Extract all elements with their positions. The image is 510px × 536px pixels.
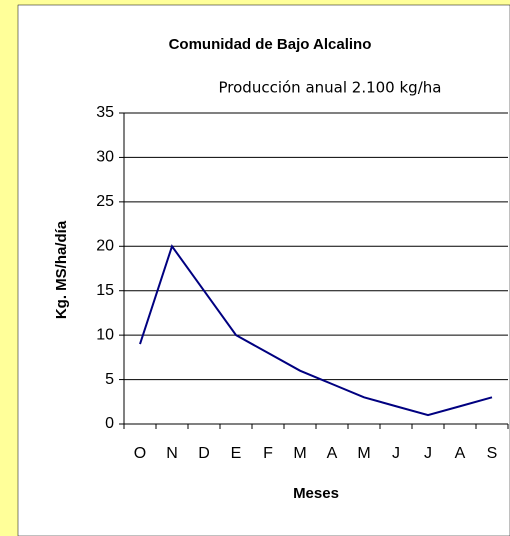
y-tick-label: 20 (96, 238, 114, 255)
x-tick-label: M (293, 445, 306, 462)
y-tick-label: 5 (105, 371, 114, 388)
x-tick-label: A (327, 445, 338, 462)
data-line (139, 244, 493, 417)
y-tick-label: 0 (105, 415, 114, 432)
x-tick-label: F (263, 445, 273, 462)
y-tick-label: 25 (96, 193, 114, 210)
x-tick-label: D (198, 445, 210, 462)
chart-title: Comunidad de Bajo Alcalino (169, 36, 372, 53)
x-axis-label: Meses (293, 485, 339, 502)
x-tick-label: N (166, 445, 178, 462)
y-tick-label: 35 (96, 104, 114, 121)
y-tick-label: 30 (96, 149, 114, 166)
y-axis-label: Kg. MS/ha/día (53, 220, 70, 319)
x-tick-label: M (357, 445, 370, 462)
x-tick-label: O (134, 445, 146, 462)
y-tick-label: 15 (96, 282, 114, 299)
x-tick-label: J (424, 445, 432, 462)
x-tick-label: E (231, 445, 242, 462)
x-tick-label: J (392, 445, 400, 462)
chart-area (17, 4, 510, 536)
chart-subtitle: Producción anual 2.100 kg/ha (219, 79, 442, 97)
x-tick-label: A (455, 445, 466, 462)
x-tick-label: S (487, 445, 498, 462)
y-tick-label: 10 (96, 326, 114, 343)
